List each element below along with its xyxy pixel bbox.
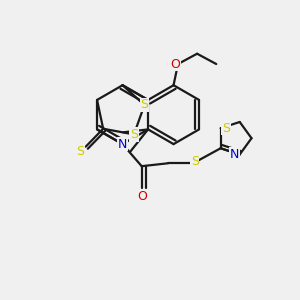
Text: O: O: [170, 58, 180, 70]
Text: S: S: [130, 128, 138, 141]
Text: N: N: [230, 148, 239, 161]
Text: S: S: [140, 98, 148, 111]
Text: S: S: [222, 122, 230, 135]
Text: S: S: [76, 146, 85, 158]
Text: N: N: [118, 138, 127, 151]
Text: O: O: [137, 190, 147, 203]
Text: S: S: [191, 155, 199, 168]
